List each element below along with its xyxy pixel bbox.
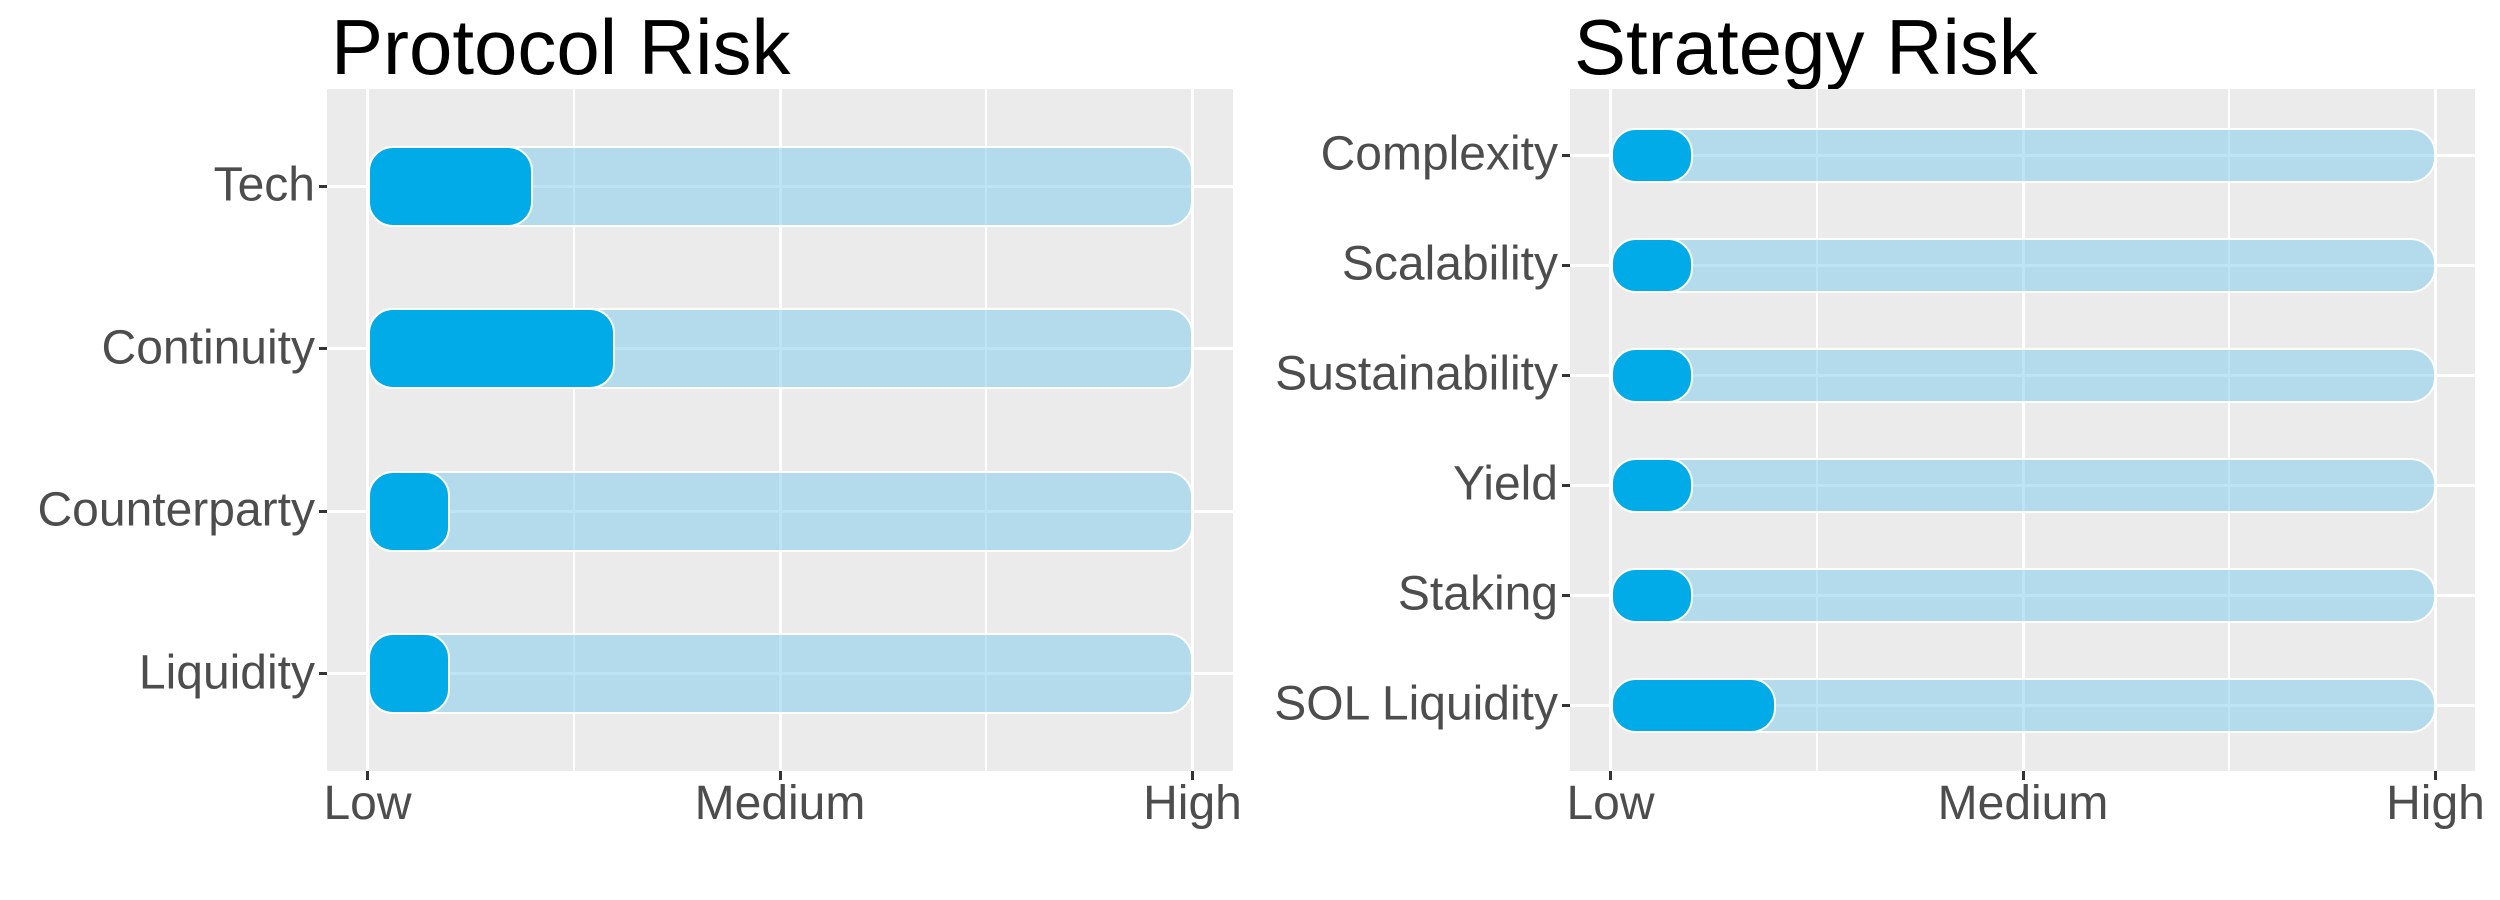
y-axis-tick — [319, 347, 327, 351]
y-axis-tick — [1562, 483, 1570, 487]
category-label: Counterparty — [37, 483, 315, 537]
y-axis-tick — [1562, 703, 1570, 707]
x-tick-label: High — [2386, 777, 2485, 830]
category-label: Sustainability — [1275, 347, 1558, 401]
x-tick-label: Low — [1566, 777, 1655, 830]
value-bar — [1610, 677, 1776, 733]
protocol-risk-chart: Protocol Risk Tech Continuity Counterparty… — [37, 3, 1242, 830]
value-bar — [1610, 567, 1693, 623]
major-gridline — [2434, 89, 2437, 771]
major-gridline — [2021, 89, 2025, 771]
x-tick-label: High — [1143, 777, 1242, 830]
track-bar — [1610, 237, 2436, 293]
y-axis-tick — [319, 509, 327, 513]
y-axis-tick — [319, 672, 327, 676]
major-gridline — [778, 89, 782, 771]
x-tick-label: Medium — [694, 777, 866, 830]
x-axis-tick — [2021, 771, 2025, 780]
value-bar — [1610, 457, 1693, 513]
y-axis-tick — [1562, 373, 1570, 377]
strategy-risk-chart: Strategy Risk Complexity Scalability Susta… — [1250, 0, 2500, 900]
track-bar — [1610, 347, 2436, 403]
value-bar — [367, 633, 450, 715]
category-label: Tech — [213, 158, 315, 212]
minor-gridline — [985, 89, 988, 771]
value-bar — [367, 145, 533, 227]
y-axis-tick — [1562, 593, 1570, 597]
value-bar — [367, 308, 615, 390]
minor-gridline — [2228, 89, 2231, 771]
track-bar — [367, 470, 1193, 552]
category-label: Staking — [1397, 567, 1558, 621]
track-bar — [1610, 457, 2436, 513]
y-axis-tick — [319, 184, 327, 188]
value-bar — [1610, 127, 1693, 183]
category-label: Yield — [1453, 457, 1558, 511]
x-tick-label: Low — [323, 777, 412, 830]
category-label: Continuity — [101, 321, 315, 375]
x-axis-tick — [778, 771, 782, 780]
chart-title-protocol-risk: Protocol Risk — [331, 3, 791, 91]
category-label: Liquidity — [138, 645, 315, 699]
y-axis-tick — [1562, 263, 1570, 267]
plot-panel — [1570, 89, 2475, 771]
major-gridline — [1609, 89, 1612, 771]
track-bar — [367, 633, 1193, 715]
plot-panel — [327, 89, 1233, 771]
y-axis-tick — [1562, 153, 1570, 157]
track-bar — [1610, 127, 2436, 183]
chart-title-strategy-risk: Strategy Risk — [1574, 3, 2038, 91]
value-bar — [367, 470, 450, 552]
category-label: Scalability — [1341, 237, 1558, 291]
x-tick-label: Medium — [1937, 777, 2109, 830]
major-gridline — [366, 89, 369, 771]
value-bar — [1610, 237, 1693, 293]
track-bar — [1610, 567, 2436, 623]
minor-gridline — [572, 89, 575, 771]
category-label: SOL Liquidity — [1274, 677, 1558, 731]
category-label: Complexity — [1320, 127, 1558, 181]
minor-gridline — [1815, 89, 1818, 771]
major-gridline — [1191, 89, 1194, 771]
x-axis-tick — [1191, 771, 1194, 780]
x-axis-tick — [1609, 771, 1612, 780]
value-bar — [1610, 347, 1693, 403]
x-axis-tick — [366, 771, 369, 780]
x-axis-tick — [2434, 771, 2437, 780]
